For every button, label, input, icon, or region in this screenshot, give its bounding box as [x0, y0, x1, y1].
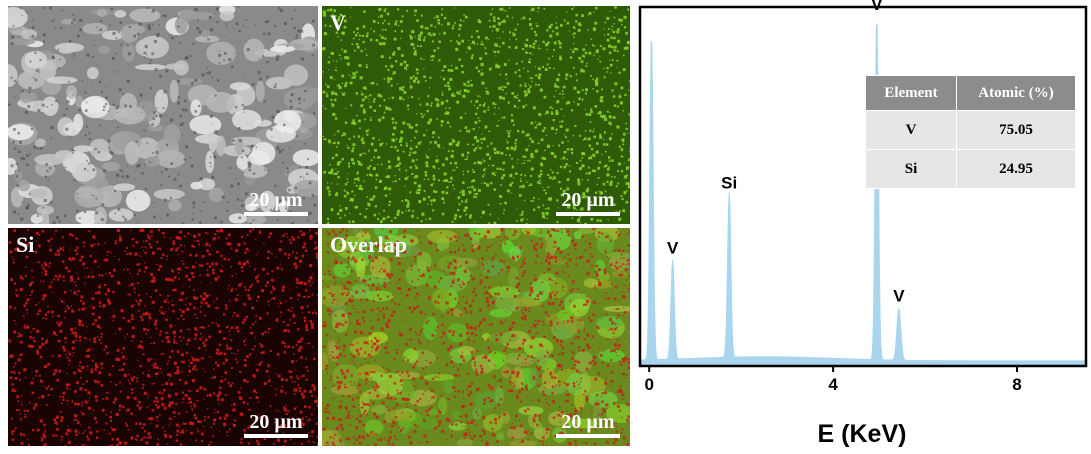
- panel-label-overlap: Overlap: [330, 232, 407, 258]
- table-row: Si 24.95: [866, 150, 1076, 189]
- table-header-element: Element: [866, 76, 957, 111]
- si-map-panel: Si 20 µm: [8, 228, 318, 446]
- scale-bar-label: 20 µm: [244, 190, 308, 210]
- peak-label: V: [893, 287, 905, 306]
- table-row: V 75.05: [866, 111, 1076, 150]
- scale-bar-label: 20 µm: [556, 412, 620, 432]
- scale-bar-line: [244, 434, 308, 438]
- panel-label-si: Si: [16, 232, 34, 258]
- table-cell-element: Si: [866, 150, 957, 189]
- scale-bar-line: [556, 212, 620, 216]
- table-header-row: Element Atomic (%): [866, 76, 1076, 111]
- scale-bar-line: [556, 434, 620, 438]
- x-tick-label: 0: [644, 375, 653, 394]
- table-cell-atomic: 75.05: [957, 111, 1076, 150]
- peak-label: V: [667, 239, 679, 258]
- x-tick-label: 4: [828, 375, 838, 394]
- peak-label: Si: [721, 173, 737, 192]
- table-cell-element: V: [866, 111, 957, 150]
- scale-bar: 20 µm: [556, 412, 620, 438]
- sem-image-panel: 20 µm: [8, 6, 318, 224]
- x-tick-label: 8: [1012, 375, 1021, 394]
- scale-bar: 20 µm: [556, 190, 620, 216]
- overlap-map-panel: Overlap 20 µm: [322, 228, 630, 446]
- v-map-panel: V 20 µm: [322, 6, 630, 224]
- x-axis-title: E (KeV): [818, 420, 907, 448]
- composition-table: Element Atomic (%) V 75.05 Si 24.95: [865, 75, 1076, 189]
- panel-label-v: V: [330, 10, 346, 36]
- scale-bar-label: 20 µm: [556, 190, 620, 210]
- peak-label: V: [871, 0, 883, 14]
- table-header-atomic: Atomic (%): [957, 76, 1076, 111]
- scale-bar: 20 µm: [244, 190, 308, 216]
- scale-bar: 20 µm: [244, 412, 308, 438]
- table-cell-atomic: 24.95: [957, 150, 1076, 189]
- scale-bar-label: 20 µm: [244, 412, 308, 432]
- scale-bar-line: [244, 212, 308, 216]
